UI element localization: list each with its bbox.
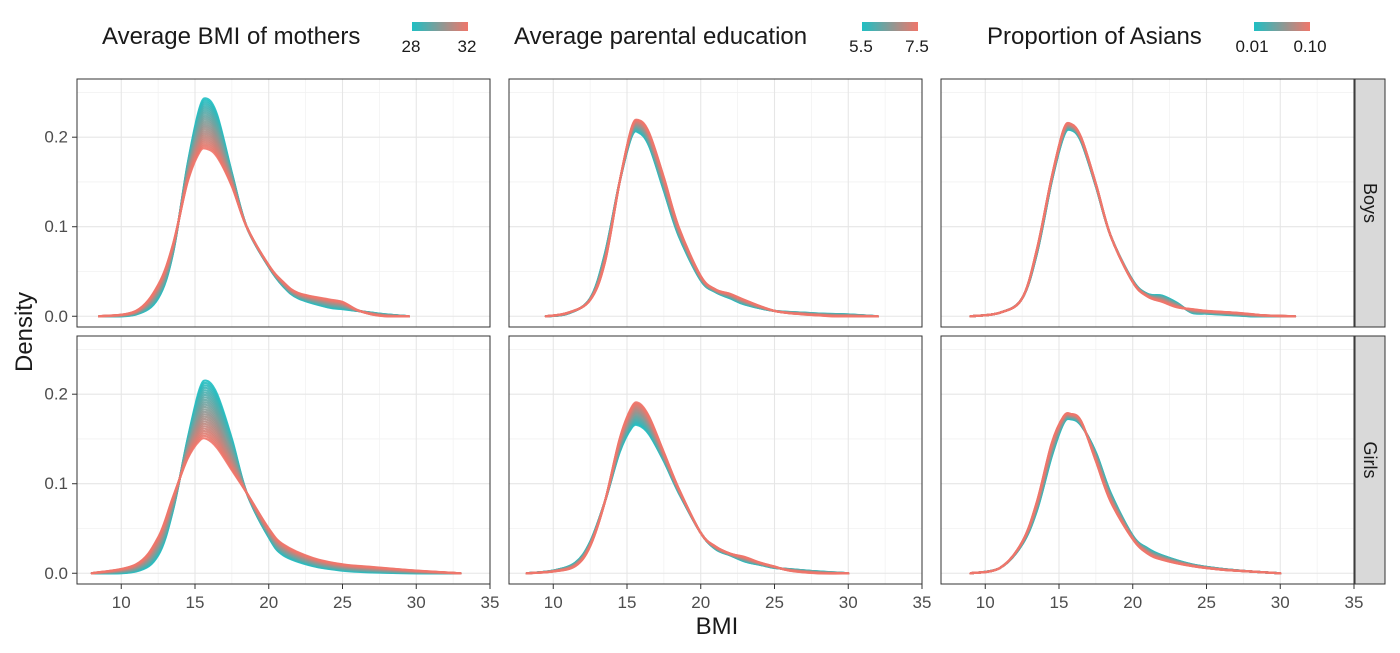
legend-average-bmi-mothers: Average BMI of mothers 28 32 <box>102 22 476 56</box>
x-axis-title: BMI <box>696 613 739 640</box>
panel-background <box>941 336 1354 584</box>
density-curve <box>969 121 1297 318</box>
legend-colorbar <box>412 22 468 31</box>
panel-border <box>940 78 1355 328</box>
legend-max-label: 7.5 <box>905 37 929 56</box>
x-tick-label: 10 <box>976 593 995 612</box>
chart-panels: 0.0 0.1 0.2 0.0 0.1 0.2 10 15 20 25 30 35 10 15 20 25 30… <box>44 78 1364 612</box>
x-tick-label: 30 <box>839 593 858 612</box>
x-tick-label: 15 <box>618 593 637 612</box>
y-tick-label: 0.0 <box>44 307 68 326</box>
legend-min-label: 5.5 <box>849 37 873 56</box>
panel-girls-2: 10 15 20 25 30 35 <box>508 335 932 612</box>
panel-boys-1: 0.0 0.1 0.2 <box>44 78 491 328</box>
panel-background <box>77 79 490 327</box>
strip-label-girls: Girls <box>1360 442 1380 479</box>
facet-strip-boys: Boys <box>1354 78 1386 328</box>
x-tick-label: 35 <box>1345 593 1364 612</box>
legend-max-label: 32 <box>458 37 477 56</box>
panel-border <box>76 78 491 328</box>
panel-background <box>77 336 490 584</box>
x-tick-label: 10 <box>544 593 563 612</box>
panel-border <box>940 335 1355 585</box>
y-tick-label: 0.1 <box>44 474 68 493</box>
legend-colorbar <box>862 22 918 31</box>
x-tick-label: 35 <box>481 593 500 612</box>
density-curve <box>98 147 410 318</box>
panel-background <box>509 79 922 327</box>
x-tick-label: 10 <box>112 593 131 612</box>
panel-background <box>941 79 1354 327</box>
strip-label-boys: Boys <box>1360 183 1380 223</box>
density-curve-group <box>90 379 462 575</box>
density-curve <box>90 437 462 575</box>
legend-min-label: 28 <box>402 37 421 56</box>
panel-girls-3: 10 15 20 25 30 35 <box>940 335 1364 612</box>
legend-max-label: 0.10 <box>1293 37 1326 56</box>
density-curve-group <box>969 121 1297 318</box>
x-tick-label: 15 <box>186 593 205 612</box>
density-curve <box>525 401 850 575</box>
y-tick-label: 0.0 <box>44 564 68 583</box>
density-curve-group <box>544 118 879 318</box>
density-curve-group <box>969 412 1282 575</box>
x-tick-label: 15 <box>1050 593 1069 612</box>
x-tick-label: 30 <box>407 593 426 612</box>
legend-colorbar <box>1254 22 1310 31</box>
y-axis-title: Density <box>11 292 38 372</box>
y-tick-label: 0.2 <box>44 385 68 404</box>
density-curve <box>544 118 879 318</box>
density-curve-group <box>525 401 850 575</box>
x-tick-label: 20 <box>259 593 278 612</box>
x-tick-label: 20 <box>1123 593 1142 612</box>
facet-strip-girls: Girls <box>1354 335 1386 585</box>
legend-proportion-asians: Proportion of Asians 0.01 0.10 <box>987 22 1327 56</box>
y-tick-label: 0.1 <box>44 217 68 236</box>
legend-parental-education: Average parental education 5.5 7.5 <box>514 22 929 56</box>
column-title: Average BMI of mothers <box>102 23 360 50</box>
panel-girls-1: 0.0 0.1 0.2 10 15 20 25 30 35 <box>44 335 500 612</box>
column-title: Proportion of Asians <box>987 23 1202 50</box>
x-tick-label: 20 <box>691 593 710 612</box>
density-curve-group <box>98 97 410 318</box>
panel-border <box>508 335 923 585</box>
x-tick-label: 25 <box>765 593 784 612</box>
panel-border <box>76 335 491 585</box>
panel-border <box>508 78 923 328</box>
density-curve <box>969 412 1282 575</box>
y-tick-label: 0.2 <box>44 128 68 147</box>
column-title: Average parental education <box>514 23 807 50</box>
x-tick-label: 35 <box>913 593 932 612</box>
panel-background <box>509 336 922 584</box>
panel-boys-3 <box>940 78 1355 328</box>
panel-boys-2 <box>508 78 923 328</box>
x-tick-label: 25 <box>333 593 352 612</box>
x-tick-label: 25 <box>1197 593 1216 612</box>
x-tick-label: 30 <box>1271 593 1290 612</box>
legend-min-label: 0.01 <box>1235 37 1268 56</box>
